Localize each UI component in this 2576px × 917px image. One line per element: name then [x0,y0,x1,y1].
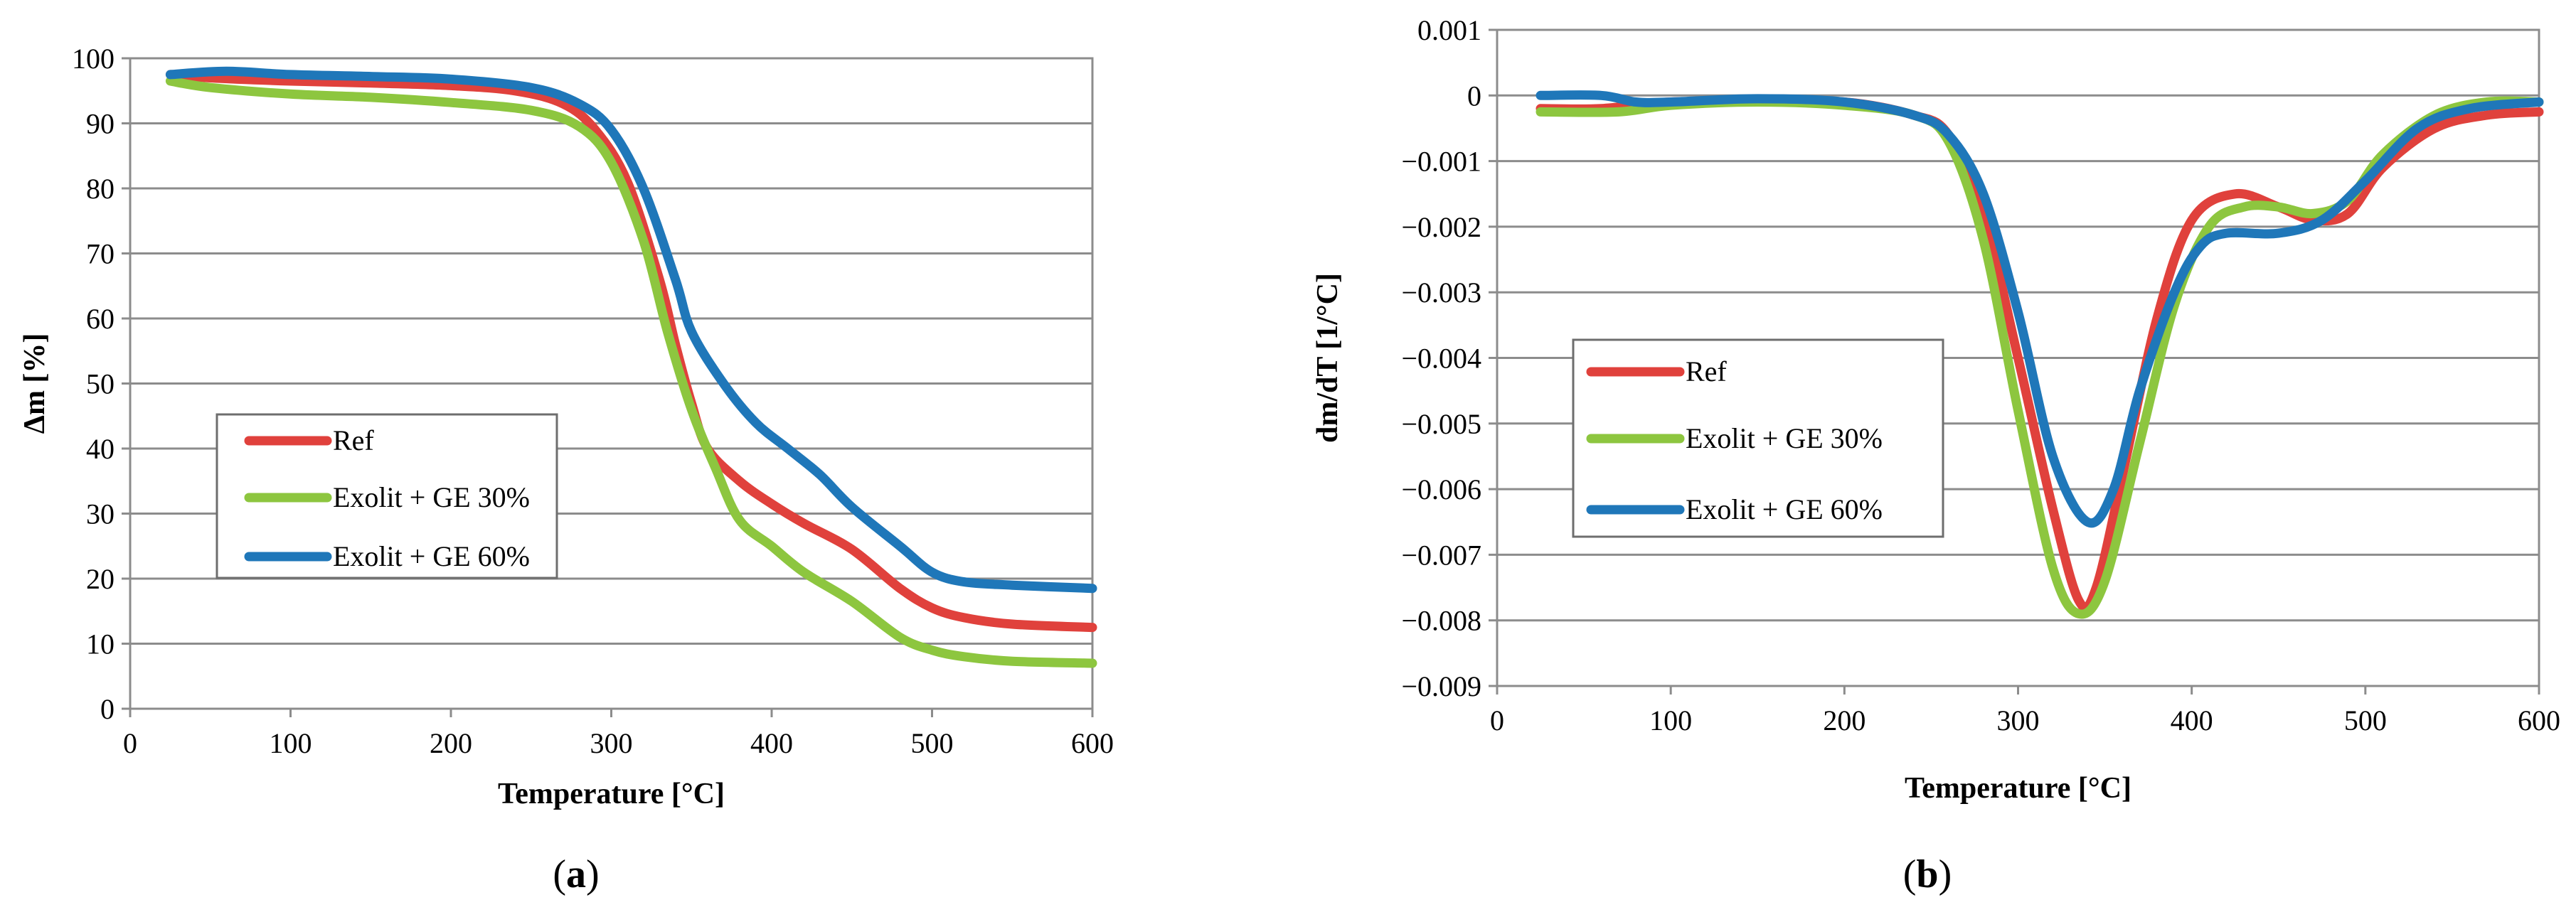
panel-b-y-tick-label: −0.006 [1401,473,1481,505]
panel-a-y-tick-label: 10 [86,628,115,660]
panel-b-x-tick-label: 300 [1997,704,2040,736]
panel-a-y-tick-label: 90 [86,108,115,140]
panel-b-y-tick-label: −0.005 [1401,408,1481,440]
panel-a-legend-label: Exolit + GE 30% [333,481,530,513]
panel-b-y-tick-label: 0 [1467,80,1481,112]
panel-a-x-tick-label: 600 [1071,727,1114,759]
panel-a-y-tick-label: 40 [86,433,115,465]
panel-a-x-tick-label: 300 [590,727,633,759]
panel-b-y-tick-label: 0.001 [1417,14,1481,46]
panel-a-x-tick-label: 400 [750,727,793,759]
panel-b-x-tick-label: 200 [1823,704,1866,736]
panel-a-caption: (a) [553,852,599,896]
panel-a-x-tick-label: 100 [270,727,312,759]
panel-a-y-tick-label: 30 [86,498,115,530]
panel-b-legend-label: Ref [1686,355,1727,387]
panel-b-x-tick-label: 0 [1490,704,1504,736]
panel-b-chart: 0.001 0 −0.001 −0.002 −0.003 −0.004 −0.005 −0.0… [1311,14,2560,896]
panel-a-chart: 0 10 20 30 40 50 60 70 80 90 100 0 100 200 300 400 500 60… [18,43,1114,896]
panel-b-x-tick-label: 100 [1649,704,1692,736]
panel-b-x-tick-label: 500 [2344,704,2387,736]
panel-a-legend-label: Ref [333,424,374,456]
panel-b-x-axis-title: Temperature [°C] [1905,772,2131,805]
panel-a-x-tick-label: 200 [430,727,472,759]
panel-a-x-tick-label: 500 [911,727,954,759]
panel-a-y-tick-label: 100 [72,43,115,75]
panel-a-y-tick-label: 20 [86,563,115,595]
panel-a-x-axis-title: Temperature [°C] [498,778,725,810]
panel-a-y-tick-label: 80 [86,173,115,205]
panel-a-y-tick-label: 0 [100,693,115,725]
panel-b-legend-label: Exolit + GE 60% [1686,493,1883,525]
panel-b-series-line-3 [1536,90,2544,528]
panel-a-y-tick-label: 70 [86,238,115,270]
panel-b-y-axis-title: dm/dT [1/°C] [1311,273,1344,443]
panel-b-y-tick-label: −0.001 [1401,146,1481,178]
panel-a-y-tick-label: 60 [86,303,115,335]
panel-a-y-tick-label: 50 [86,368,115,400]
panel-a-series-line-3 [165,66,1097,594]
panel-a-legend-label: Exolit + GE 60% [333,540,530,572]
panel-b-y-tick-label: −0.002 [1401,211,1481,243]
panel-b-y-tick-label: −0.007 [1401,539,1481,571]
panel-a-y-axis-title: Δm [%] [18,333,51,434]
panel-b-y-tick-label: −0.008 [1401,605,1481,637]
panel-b-x-tick-label: 600 [2518,704,2560,736]
panel-b-y-tick-label: −0.009 [1401,670,1481,702]
panel-a-x-tick-label: 0 [123,727,137,759]
panel-b-x-tick-label: 400 [2171,704,2213,736]
panel-b-caption: (b) [1903,852,1952,896]
panel-b-legend-label: Exolit + GE 30% [1686,422,1883,454]
panel-b-y-tick-label: −0.003 [1401,277,1481,309]
panel-b-y-tick-label: −0.004 [1401,343,1481,375]
panel-a-series-line-2 [165,76,1097,668]
